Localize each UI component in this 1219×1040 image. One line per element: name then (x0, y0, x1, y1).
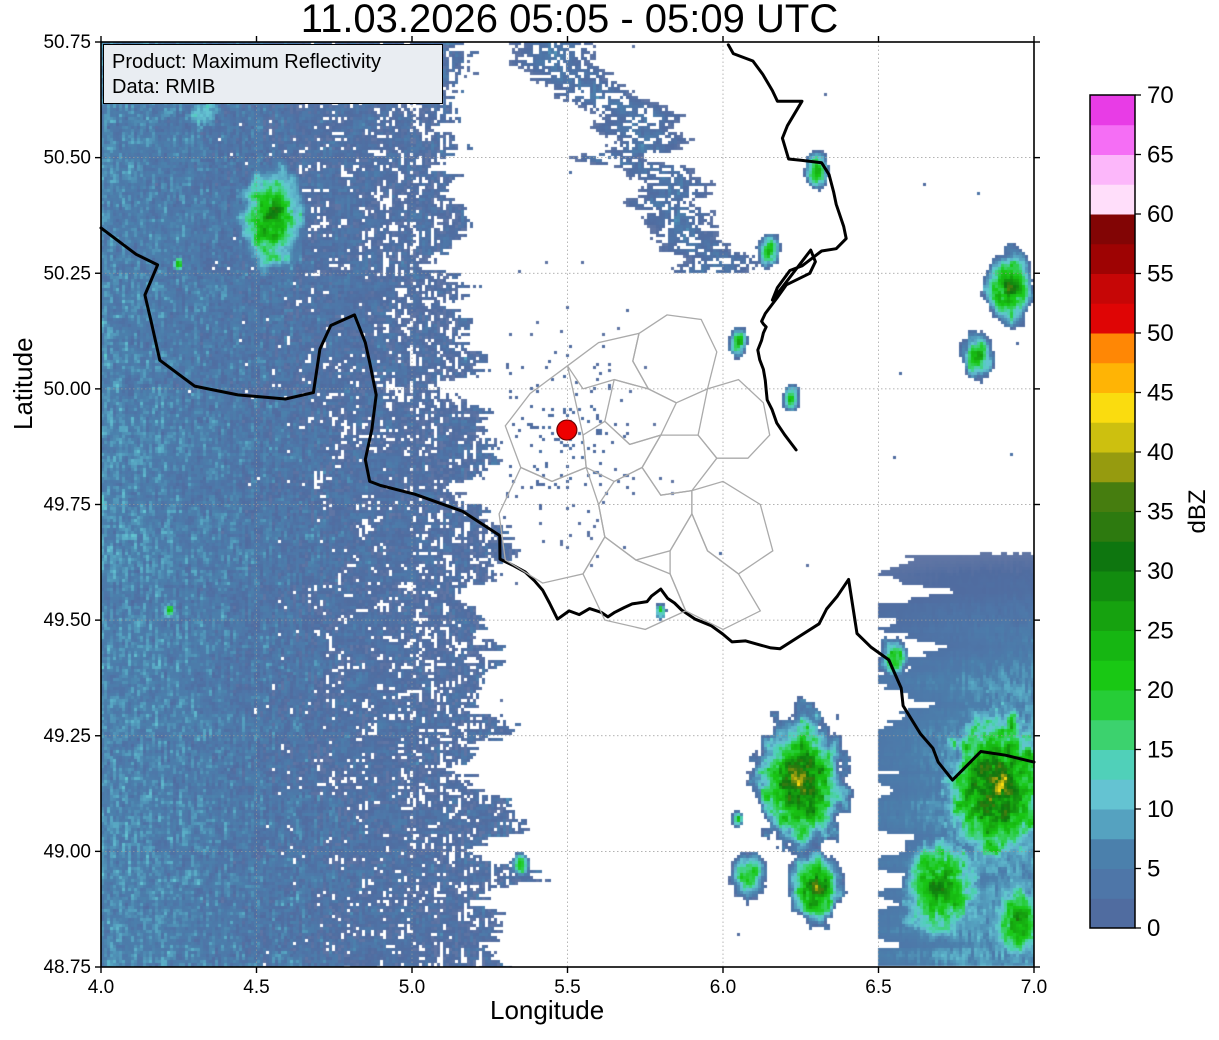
svg-text:49.00: 49.00 (43, 841, 91, 862)
svg-text:4.0: 4.0 (88, 977, 114, 998)
svg-text:25: 25 (1147, 618, 1174, 645)
svg-text:50: 50 (1147, 320, 1174, 347)
svg-text:49.75: 49.75 (43, 495, 91, 516)
svg-text:5.0: 5.0 (399, 977, 425, 998)
svg-text:55: 55 (1147, 261, 1174, 288)
svg-text:dBZ: dBZ (1184, 489, 1211, 533)
svg-text:6.5: 6.5 (865, 977, 891, 998)
svg-text:49.50: 49.50 (43, 610, 91, 631)
svg-text:7.0: 7.0 (1021, 977, 1047, 998)
svg-text:48.75: 48.75 (43, 957, 91, 978)
svg-text:4.5: 4.5 (243, 977, 269, 998)
svg-text:20: 20 (1147, 677, 1174, 704)
svg-text:50.25: 50.25 (43, 263, 91, 284)
svg-text:50.50: 50.50 (43, 148, 91, 169)
svg-text:6.0: 6.0 (710, 977, 736, 998)
svg-text:0: 0 (1147, 915, 1160, 942)
svg-text:10: 10 (1147, 796, 1174, 823)
svg-text:30: 30 (1147, 558, 1174, 585)
svg-text:15: 15 (1147, 737, 1174, 764)
svg-text:40: 40 (1147, 439, 1174, 466)
svg-text:50.00: 50.00 (43, 379, 91, 400)
svg-text:45: 45 (1147, 380, 1174, 407)
svg-text:5: 5 (1147, 856, 1160, 883)
svg-text:70: 70 (1147, 82, 1174, 109)
svg-text:50.75: 50.75 (43, 32, 91, 53)
svg-text:60: 60 (1147, 201, 1174, 228)
svg-text:49.25: 49.25 (43, 726, 91, 747)
svg-text:65: 65 (1147, 142, 1174, 169)
svg-text:35: 35 (1147, 499, 1174, 526)
